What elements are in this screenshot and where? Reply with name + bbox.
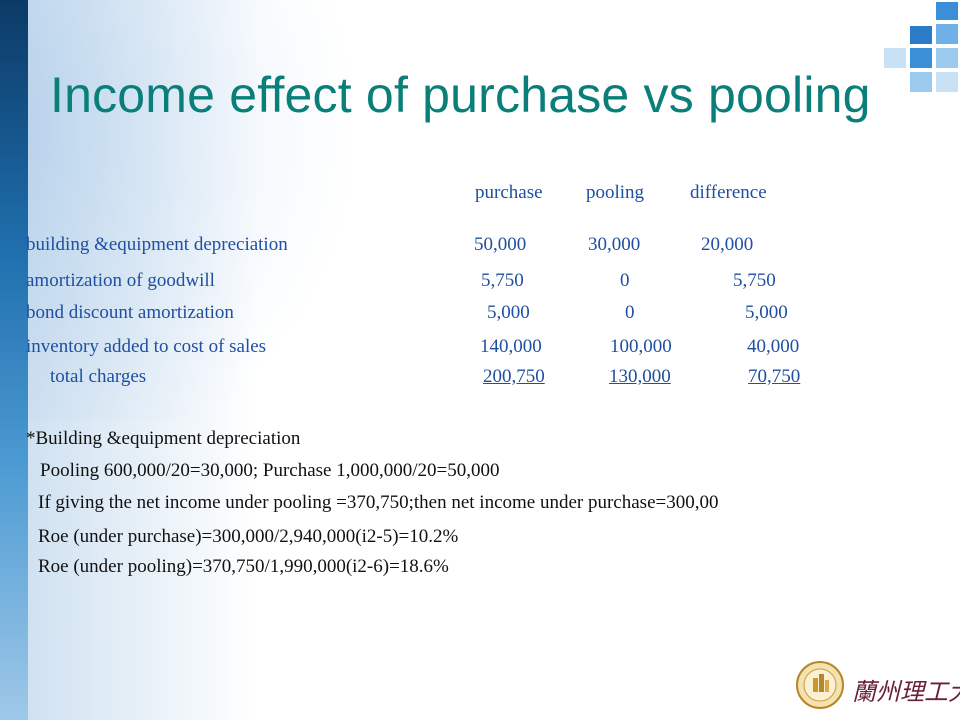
note-line: Roe (under purchase)=300,000/2,940,000(i… xyxy=(38,526,459,547)
cell-pooling: 130,000 xyxy=(609,366,671,387)
cell-purchase: 5,750 xyxy=(481,270,524,291)
note-line: *Building &equipment depreciation xyxy=(26,428,301,449)
university-logo-text: 蘭州理工大學 xyxy=(852,678,960,706)
row-label: total charges xyxy=(50,366,147,387)
row-label: inventory added to cost of sales xyxy=(26,336,267,357)
row-label: bond discount amortization xyxy=(26,302,234,323)
column-header-difference: difference xyxy=(690,182,767,203)
cell-difference: 5,000 xyxy=(745,302,788,323)
left-blue-band xyxy=(0,0,28,720)
row-label: amortization of goodwill xyxy=(26,270,215,291)
cell-difference: 40,000 xyxy=(747,336,800,357)
note-line: Pooling 600,000/20=30,000; Purchase 1,00… xyxy=(40,460,500,481)
cell-difference: 20,000 xyxy=(701,234,754,255)
cell-difference: 5,750 xyxy=(733,270,776,291)
column-header-purchase: purchase xyxy=(475,182,543,203)
university-logo-icon xyxy=(796,661,844,709)
background-glow xyxy=(0,0,420,420)
cell-difference: 70,750 xyxy=(748,366,801,387)
cell-pooling: 0 xyxy=(620,270,630,291)
row-label: building &equipment depreciation xyxy=(26,234,288,255)
cell-purchase: 140,000 xyxy=(480,336,542,357)
cell-purchase: 5,000 xyxy=(487,302,530,323)
cell-pooling: 30,000 xyxy=(588,234,641,255)
cell-purchase: 200,750 xyxy=(483,366,545,387)
slide-title: Income effect of purchase vs pooling xyxy=(50,67,871,123)
cell-pooling: 0 xyxy=(625,302,635,323)
note-line: If giving the net income under pooling =… xyxy=(38,492,719,513)
column-header-pooling: pooling xyxy=(586,182,645,203)
cell-purchase: 50,000 xyxy=(474,234,527,255)
background-gradient xyxy=(28,0,258,720)
cell-pooling: 100,000 xyxy=(610,336,672,357)
note-line: Roe (under pooling)=370,750/1,990,000(i2… xyxy=(38,556,449,577)
